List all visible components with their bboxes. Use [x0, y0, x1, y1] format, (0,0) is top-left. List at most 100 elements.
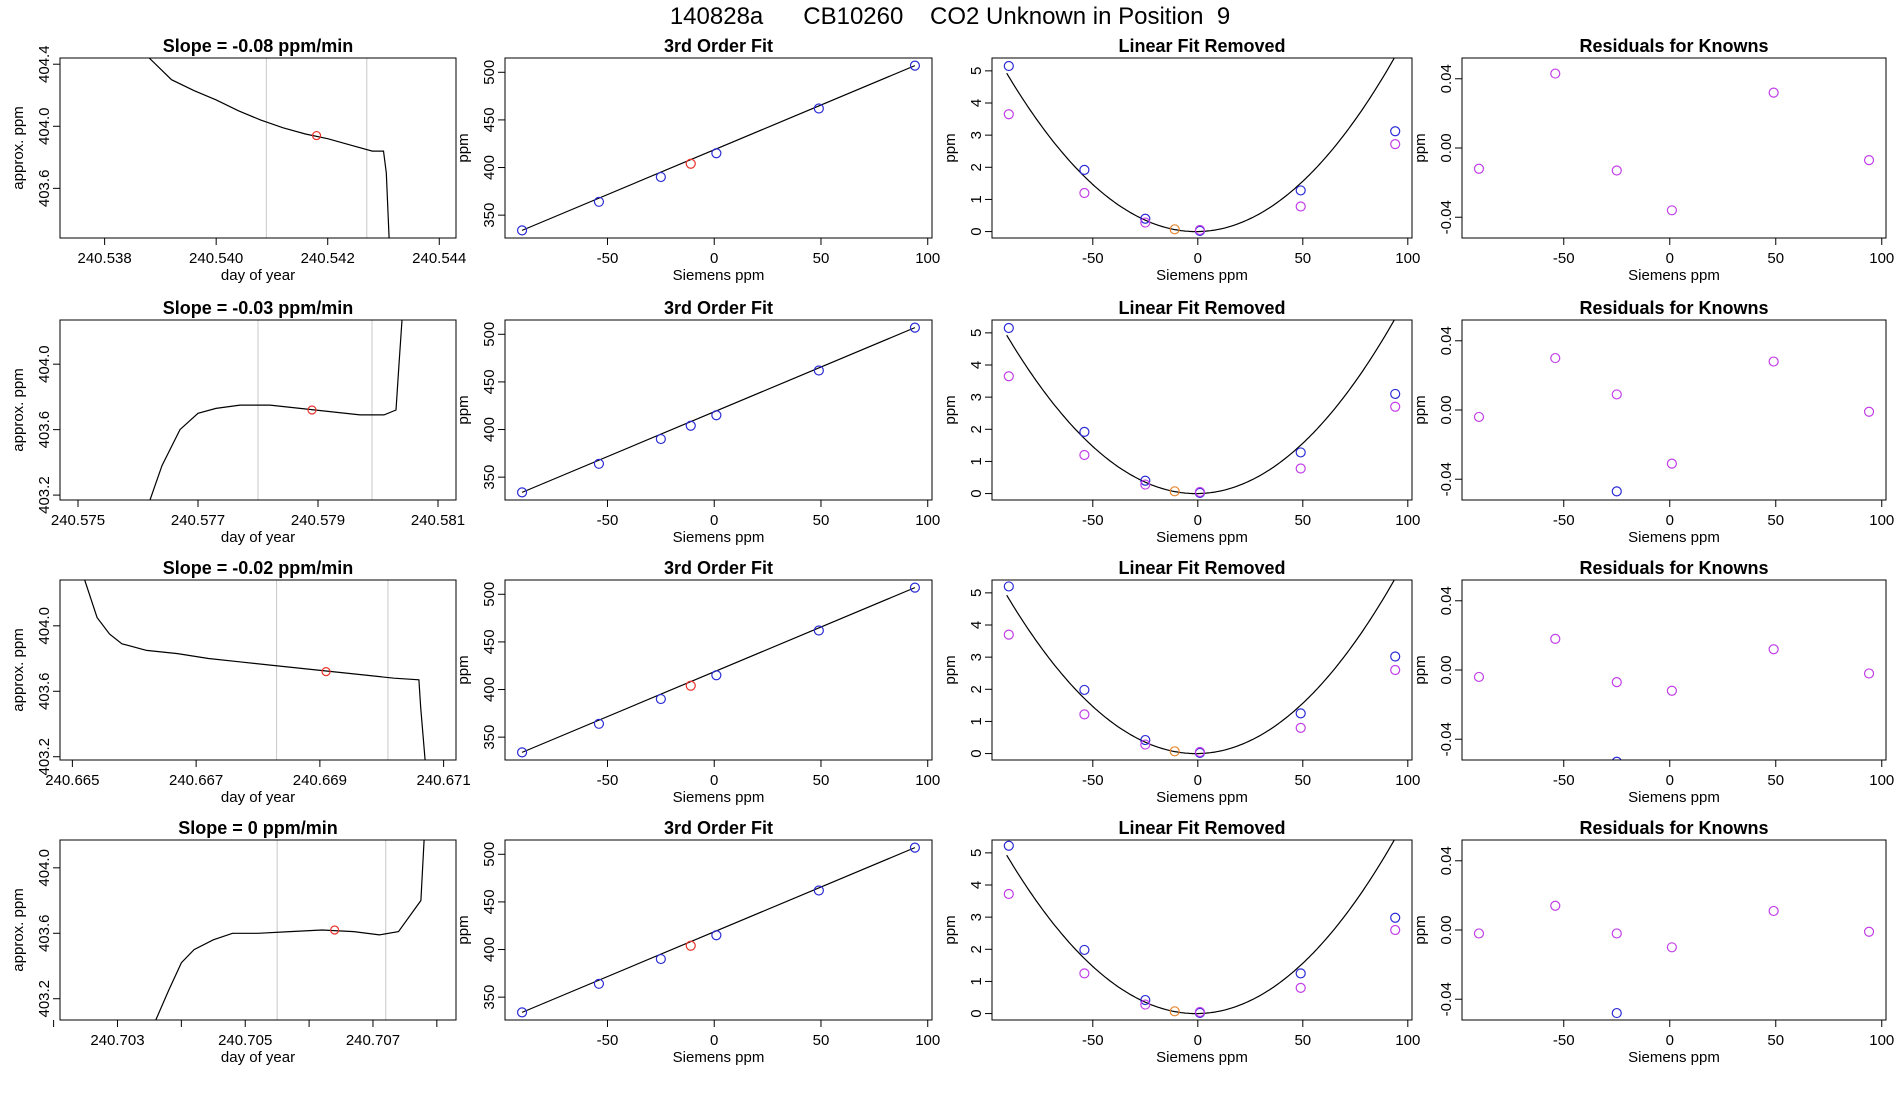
y-tick-label: 403.6	[36, 914, 53, 952]
data-point	[655, 953, 666, 965]
data-point	[1473, 928, 1485, 939]
data-point	[1295, 185, 1306, 196]
fit-curve	[1006, 320, 1395, 495]
data-point	[1003, 109, 1014, 120]
x-tick-label: -50	[597, 512, 619, 529]
panel-1-0: Slope = -0.03 ppm/min 240.575 240.577 240.5…	[10, 298, 465, 546]
x-axis-label: Siemens ppm	[673, 789, 765, 806]
y-tick-label: 5	[968, 67, 985, 75]
data-point	[1768, 644, 1779, 655]
x-axis-label: Siemens ppm	[1628, 1049, 1720, 1066]
plot-frame	[991, 319, 1413, 501]
data-point	[1768, 356, 1779, 367]
y-axis-label: ppm	[1412, 915, 1429, 944]
x-axis-label: day of year	[221, 529, 295, 546]
x-axis-label: Siemens ppm	[1156, 789, 1248, 806]
y-tick-label: 404.0	[36, 108, 53, 146]
panel-2-3: Residuals for Knowns -50 0 50 100 -0.04 0.00 0.…	[1412, 558, 1894, 806]
data-point	[1768, 87, 1779, 98]
y-tick-label: 404.0	[36, 607, 53, 645]
x-tick-label: 50	[1767, 250, 1784, 267]
data-point	[1169, 1006, 1180, 1017]
plot-frame	[991, 579, 1413, 761]
plot-data	[155, 840, 425, 1020]
fit-curve	[1006, 58, 1395, 233]
fit-line	[521, 327, 916, 493]
x-axis-label: Siemens ppm	[673, 529, 765, 546]
data-point	[711, 930, 722, 941]
y-tick-label: 400	[481, 677, 498, 702]
data-line	[155, 840, 425, 1020]
data-point	[1611, 165, 1622, 176]
y-tick-label: 350	[481, 465, 498, 490]
data-point	[1079, 684, 1090, 696]
data-point	[1550, 633, 1561, 644]
y-tick-label: 1	[968, 977, 985, 985]
y-tick-label: -0.04	[1438, 200, 1455, 234]
y-tick-label: 350	[481, 203, 498, 228]
x-tick-label: 240.540	[189, 250, 243, 267]
data-line	[149, 320, 403, 500]
panel-title: Residuals for Knowns	[1579, 818, 1768, 838]
data-point	[685, 420, 696, 431]
y-tick-label: 400	[481, 417, 498, 442]
x-tick-label: 240.705	[218, 1032, 272, 1049]
data-point	[1003, 60, 1014, 72]
y-axis-label: ppm	[942, 395, 959, 424]
data-point	[1390, 924, 1401, 936]
x-tick-label: 100	[915, 250, 940, 267]
data-point	[909, 842, 921, 853]
data-point	[516, 487, 528, 498]
y-tick-label: 0.00	[1438, 395, 1455, 424]
plot-frame	[1461, 839, 1887, 1021]
panel-title: Linear Fit Removed	[1118, 36, 1285, 56]
panel-0-2: Linear Fit Removed -50 0 50 100 0 1 2 3 4 5 Siemens…	[942, 36, 1420, 284]
x-tick-label: 0	[710, 250, 718, 267]
panel-title: 3rd Order Fit	[664, 36, 773, 56]
panel-2-0: Slope = -0.02 ppm/min 240.665 240.667 240.6…	[10, 558, 471, 806]
panel-1-1: 3rd Order Fit -50 0 50 100 350 400 450 500 Siemen…	[455, 298, 940, 546]
x-tick-label: 100	[1869, 512, 1894, 529]
x-tick-label: 100	[1869, 772, 1894, 789]
figure-title: 140828a CB10260 CO2 Unknown in Position …	[669, 3, 1231, 30]
y-tick-label: 1	[968, 195, 985, 203]
y-tick-label: 0	[968, 749, 985, 757]
y-tick-label: 403.2	[36, 980, 53, 1018]
plot-frame	[1461, 57, 1887, 239]
y-tick-label: 350	[481, 725, 498, 750]
x-tick-label: 240.581	[411, 512, 465, 529]
data-point	[655, 433, 666, 445]
y-tick-label: 4	[968, 621, 985, 629]
y-tick-label: -0.04	[1438, 462, 1455, 496]
plot-frame	[1461, 319, 1887, 501]
x-tick-label: 50	[813, 250, 830, 267]
x-tick-label: 240.669	[293, 772, 347, 789]
x-tick-label: -50	[1553, 512, 1575, 529]
y-tick-label: 5	[968, 589, 985, 597]
x-tick-label: 100	[1395, 512, 1420, 529]
x-tick-label: 240.671	[417, 772, 471, 789]
y-axis-label: ppm	[455, 915, 472, 944]
data-point	[1194, 486, 1206, 498]
y-axis-label: ppm	[455, 133, 472, 162]
x-tick-label: 240.707	[346, 1032, 400, 1049]
plot-data	[516, 842, 921, 1018]
plot-data	[149, 320, 403, 500]
panel-title: Linear Fit Removed	[1118, 298, 1285, 318]
y-axis-label: ppm	[942, 655, 959, 684]
plot-data	[1003, 840, 1401, 1019]
y-tick-label: 1	[968, 717, 985, 725]
data-point	[1003, 888, 1014, 900]
y-tick-label: 500	[481, 322, 498, 347]
data-point	[655, 693, 666, 705]
x-tick-label: 50	[1294, 1032, 1311, 1049]
data-point	[1473, 411, 1485, 423]
fit-line	[521, 65, 916, 231]
data-point	[1863, 155, 1875, 166]
x-tick-label: -50	[1082, 512, 1104, 529]
x-tick-label: 0	[710, 512, 718, 529]
plot-frame	[59, 839, 457, 1021]
y-tick-label: 403.6	[36, 170, 53, 208]
x-tick-label: 240.542	[301, 250, 355, 267]
data-point	[1390, 651, 1401, 662]
